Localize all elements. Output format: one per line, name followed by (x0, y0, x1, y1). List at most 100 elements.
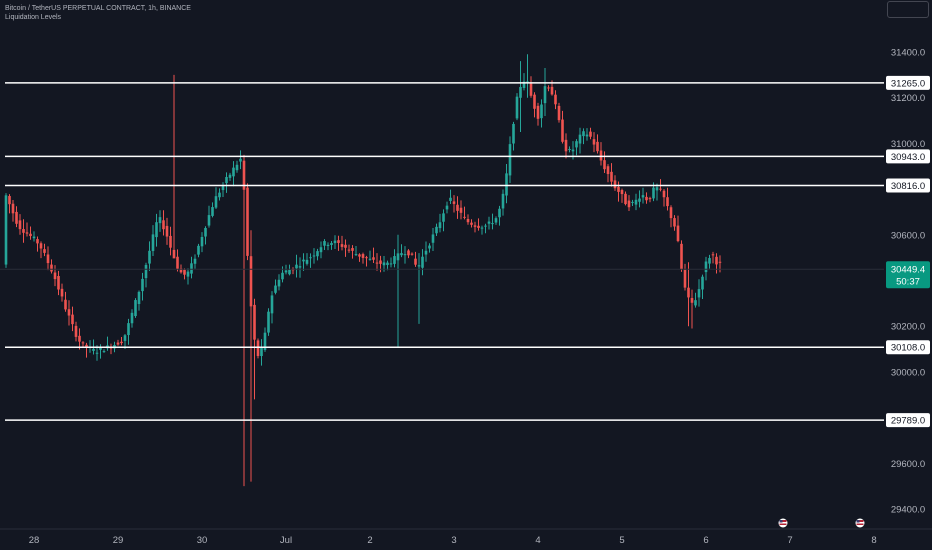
candle-body (610, 171, 613, 182)
x-tick-label: 4 (535, 535, 540, 546)
level-price-badge (886, 413, 930, 428)
level-price-badge (886, 340, 930, 355)
candle-body (351, 248, 354, 251)
candle-body (218, 192, 221, 198)
x-tick-label: 8 (871, 535, 876, 546)
candle-body (270, 295, 274, 314)
candle-body (53, 272, 57, 280)
candle-body (638, 198, 641, 202)
y-tick-label: 30200.0 (891, 322, 925, 333)
candle-body (211, 207, 214, 216)
candle-body (99, 347, 102, 350)
x-tick-label: 28 (29, 535, 40, 546)
candle-body (323, 241, 326, 246)
candle-body (179, 268, 183, 273)
candle-body (312, 255, 316, 257)
candle-body (207, 215, 211, 226)
candle-body (92, 348, 95, 351)
candle-body (176, 256, 179, 269)
countdown-label: 50:37 (896, 277, 920, 288)
x-tick-label: 30 (197, 535, 208, 546)
candle-body (242, 160, 246, 190)
candle-body (680, 243, 683, 270)
us-flag-event-icon[interactable] (855, 518, 865, 528)
us-flag-event-icon[interactable] (778, 518, 788, 528)
current-price-badge (886, 261, 930, 289)
candle-body (309, 257, 312, 259)
candle-body (81, 342, 85, 344)
candle-body (368, 258, 372, 260)
candle-body (589, 131, 592, 137)
candle-body (655, 187, 659, 191)
level-price-badge (886, 75, 930, 90)
candle-body (438, 222, 442, 229)
candle-body (417, 265, 421, 267)
y-tick-label: 31000.0 (891, 139, 925, 150)
candle-body (631, 201, 634, 203)
candle-body (484, 225, 487, 227)
candle-body (550, 86, 554, 95)
candle-body (529, 83, 533, 96)
candle-body (8, 195, 11, 205)
candle-body (277, 279, 281, 287)
candle-body (193, 258, 197, 264)
candle-body (424, 250, 428, 255)
candle-body (673, 218, 676, 227)
candle-body (288, 269, 291, 275)
indicator-label[interactable]: Liquidation Levels (5, 14, 62, 21)
candle-body (358, 254, 361, 257)
candle-body (249, 256, 253, 307)
candle-body (421, 256, 424, 268)
candles-layer (4, 54, 722, 487)
candle-body (571, 149, 575, 152)
candle-body (543, 86, 547, 104)
candle-body (365, 257, 368, 259)
x-tick-label: 3 (451, 535, 456, 546)
candle-body (71, 314, 74, 325)
candle-body (442, 213, 445, 222)
candle-body (599, 150, 603, 161)
candle-body (519, 86, 522, 98)
candle-body (85, 344, 88, 348)
candle-body (428, 245, 431, 249)
level-price-label: 30943.0 (891, 152, 925, 163)
candle-body (123, 335, 127, 341)
y-tick-label: 30600.0 (891, 230, 925, 241)
level-price-label: 30108.0 (891, 343, 925, 354)
candle-body (225, 177, 228, 184)
candle-body (158, 217, 162, 224)
candle-body (120, 341, 123, 344)
candle-body (246, 187, 249, 256)
candle-body (540, 104, 543, 119)
price-badges-layer: 31265.0 30943.0 30816.0 30108.0 29789.0 30449… (886, 75, 930, 428)
candle-body (466, 218, 470, 223)
symbol-title[interactable]: Bitcoin / TetherUS PERPETUAL CONTRACT, 1… (5, 5, 191, 12)
x-tick-label: 29 (113, 535, 124, 546)
candle-body (564, 139, 568, 152)
candle-body (568, 148, 571, 150)
candle-body (281, 272, 284, 280)
candle-body (172, 249, 176, 259)
candle-body (585, 134, 589, 137)
time-axis[interactable]: 28 29 30 Jul 2 3 4 5 6 7 8 (0, 518, 932, 547)
candle-body (18, 220, 22, 230)
candle-body (400, 253, 403, 256)
candle-body (116, 342, 120, 345)
candle-body (186, 271, 190, 277)
candle-body (659, 188, 662, 190)
candle-body (526, 81, 529, 83)
toolbar-button[interactable] (887, 1, 929, 18)
candle-body (43, 249, 46, 253)
candle-body (715, 256, 718, 265)
candle-body (267, 311, 270, 333)
candle-body (445, 205, 449, 210)
candle-body (704, 261, 708, 273)
candle-body (669, 207, 673, 219)
candle-body (235, 164, 239, 171)
candle-body (197, 245, 200, 255)
candle-body (603, 160, 606, 170)
candle-body (50, 264, 53, 272)
candle-body (463, 216, 466, 218)
candle-body (498, 208, 501, 218)
